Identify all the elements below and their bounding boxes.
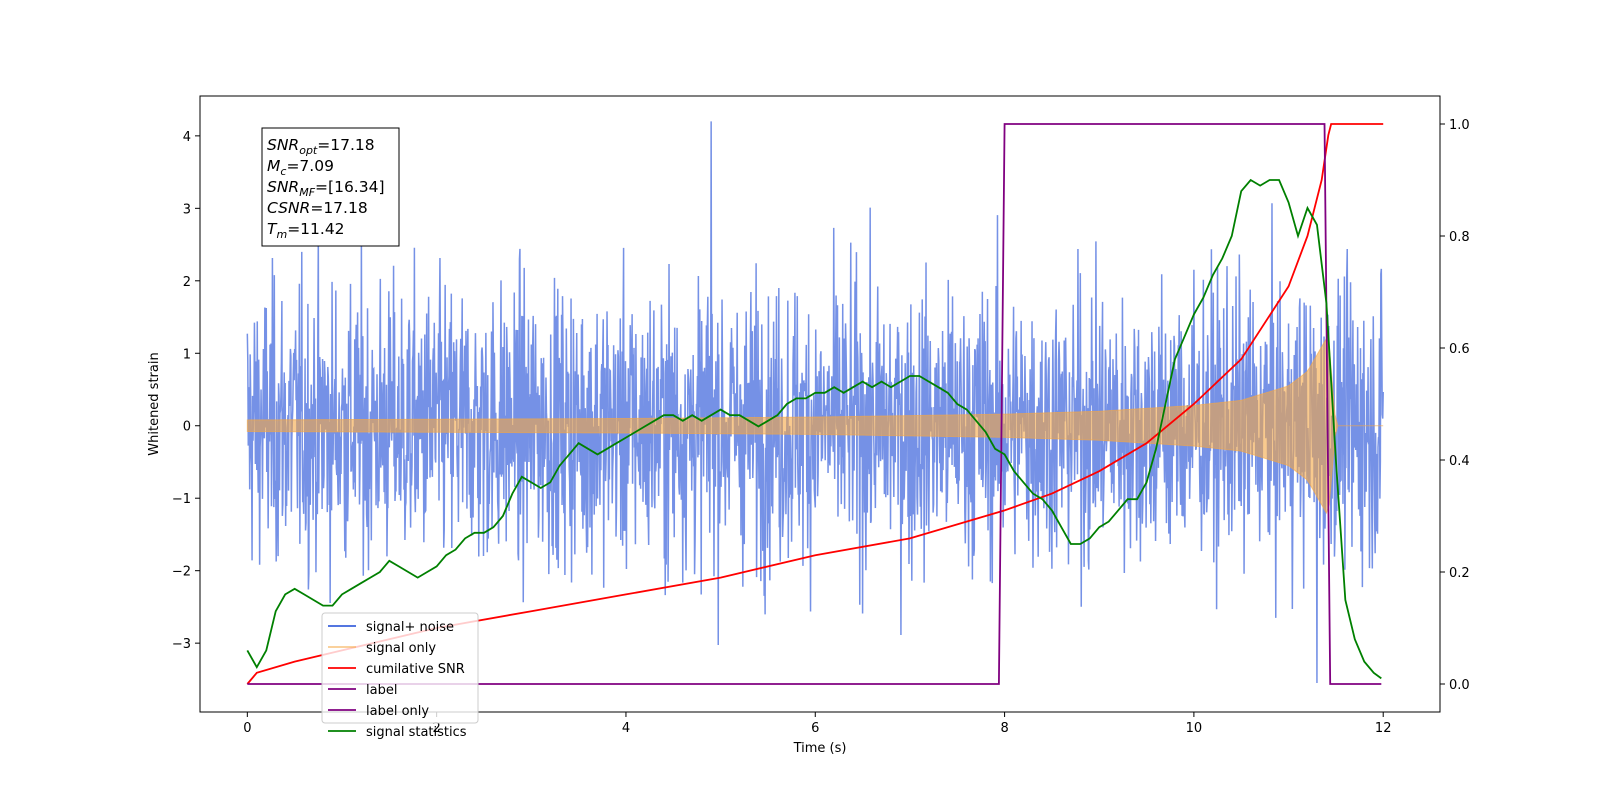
y-left-tick-label: −1 <box>172 492 191 507</box>
annotation-line: SNRMF=[16.34] <box>267 178 385 199</box>
legend-label: label only <box>366 704 429 719</box>
x-tick-label: 2 <box>433 721 441 736</box>
x-tick-label: 12 <box>1375 721 1392 736</box>
y-left-tick-label: 0 <box>183 420 191 435</box>
plot-area <box>246 121 1384 685</box>
y-left-tick-label: 2 <box>183 275 191 290</box>
x-axis-label: Time (s) <box>793 741 847 756</box>
y-right-tick-label: 0.6 <box>1449 342 1470 357</box>
x-tick-label: 4 <box>622 721 630 736</box>
annotation-box: SNRopt=17.18Mc=7.09SNRMF=[16.34]CSNR=17.… <box>261 127 400 247</box>
legend-label: label <box>366 683 397 698</box>
legend-frame <box>321 612 479 724</box>
annotation-line: SNRopt=17.18 <box>267 136 375 157</box>
y-right-tick-label: 0.8 <box>1449 230 1470 245</box>
y-right-tick-label: 1.0 <box>1449 118 1470 133</box>
y-right-tick-label: 0.4 <box>1449 454 1470 469</box>
series-group <box>246 121 1384 685</box>
x-tick-label: 0 <box>243 721 251 736</box>
y-left-tick-label: 4 <box>183 130 191 145</box>
y-left-tick-label: −2 <box>172 565 191 580</box>
legend-label: signal+ noise <box>366 620 454 635</box>
x-tick-label: 10 <box>1186 721 1203 736</box>
x-tick-label: 8 <box>1000 721 1008 736</box>
annotation-line: Mc=7.09 <box>267 157 334 178</box>
legend: signal+ noise signal only cumilative SNR la… <box>321 612 479 740</box>
annotation-line: CSNR=17.18 <box>267 199 368 217</box>
y-right-tick-label: 0.0 <box>1449 678 1470 693</box>
y-left-tick-label: 1 <box>183 347 191 362</box>
y-left-tick-label: 3 <box>183 202 191 217</box>
x-tick-label: 6 <box>811 721 819 736</box>
y-left-tick-label: −3 <box>172 637 191 652</box>
legend-label: signal only <box>366 641 436 656</box>
annotation-frame <box>261 127 400 247</box>
axes-frame <box>199 95 1441 713</box>
legend-label: signal statistics <box>366 725 467 740</box>
series-signal-statistics <box>246 178 1382 680</box>
annotation-line: Tm=11.42 <box>267 220 345 241</box>
y-axis-label: Whitened strain <box>147 352 162 455</box>
y-right-tick-label: 0.2 <box>1449 566 1470 581</box>
series-signal-only <box>246 337 1384 515</box>
series-signal-noise <box>246 121 1384 684</box>
series-label <box>247 123 1382 685</box>
legend-label: cumilative SNR <box>366 662 465 677</box>
